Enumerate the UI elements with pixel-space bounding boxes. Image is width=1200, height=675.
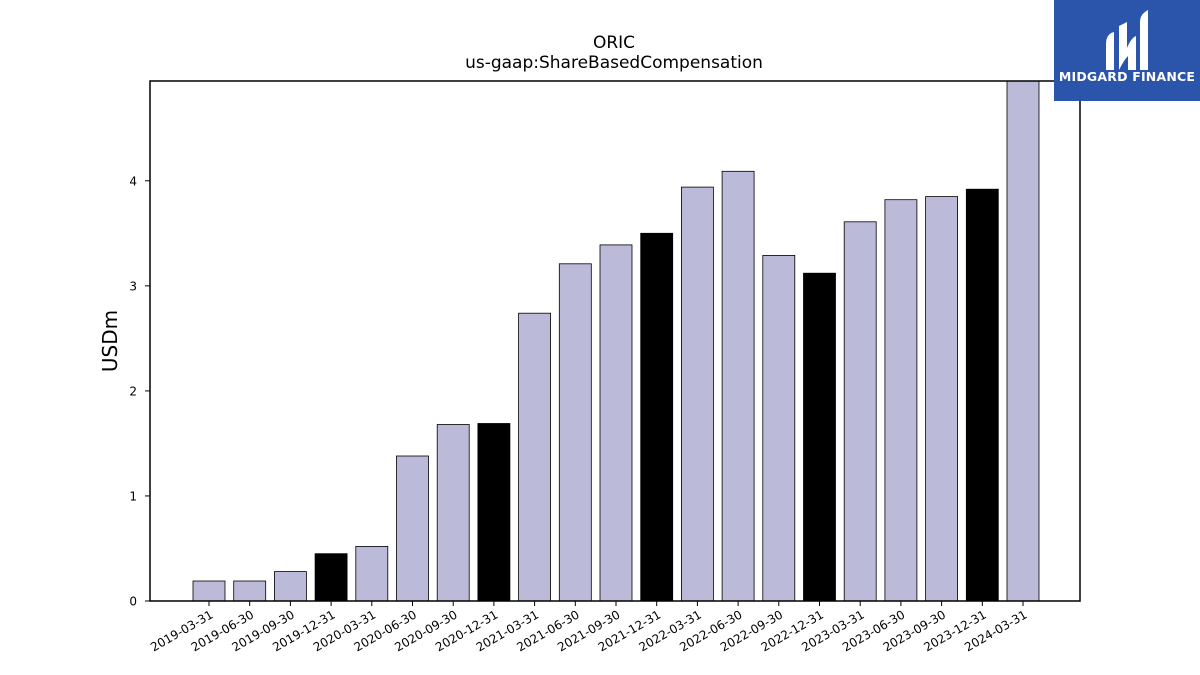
bar-2023-03-31: [843, 221, 877, 602]
bar-2024-03-31: [1006, 80, 1040, 602]
logo-mark-icon: [1106, 10, 1148, 70]
midgard-finance-logo: MIDGARD FINANCE: [1054, 0, 1200, 101]
bar-2021-06-30: [558, 263, 592, 602]
bar-2023-06-30: [884, 199, 918, 602]
y-tick-label: 1: [129, 489, 137, 503]
y-axis-label: USDm: [98, 310, 122, 372]
bars-group: [192, 80, 1040, 602]
bar-2020-06-30: [396, 455, 429, 602]
bar-2022-03-31: [681, 186, 714, 602]
logo-text: MIDGARD FINANCE: [1059, 69, 1195, 84]
bar-2022-09-30: [762, 254, 796, 602]
y-tick-label: 3: [129, 279, 137, 293]
bar-2020-09-30: [436, 424, 470, 602]
bar-2019-12-31: [314, 553, 348, 602]
bar-2022-06-30: [721, 170, 755, 602]
bar-2021-12-31: [640, 232, 674, 602]
bar-2019-03-31: [192, 580, 226, 602]
y-ticks: 0 1 2 3 4: [129, 174, 150, 609]
plot-frame: [149, 80, 1081, 602]
y-tick-label: 4: [129, 174, 137, 188]
y-tick-label: 2: [129, 384, 137, 398]
bar-2019-09-30: [273, 571, 307, 602]
bar-2023-12-31: [965, 188, 999, 602]
chart-subtitle: us-gaap:ShareBasedCompensation: [465, 53, 763, 73]
bar-2020-12-31: [477, 423, 511, 602]
bar-2022-12-31: [803, 272, 836, 602]
bar-2019-06-30: [233, 580, 267, 602]
bar-2020-03-31: [355, 546, 389, 602]
bar-2023-09-30: [925, 196, 958, 602]
y-tick-label: 0: [129, 595, 137, 609]
chart-title: ORIC: [593, 33, 635, 53]
bar-2021-09-30: [599, 244, 633, 602]
bar-2021-03-31: [518, 312, 551, 602]
x-ticks: 2019-03-312019-06-302019-09-302019-12-31…: [148, 601, 1030, 654]
